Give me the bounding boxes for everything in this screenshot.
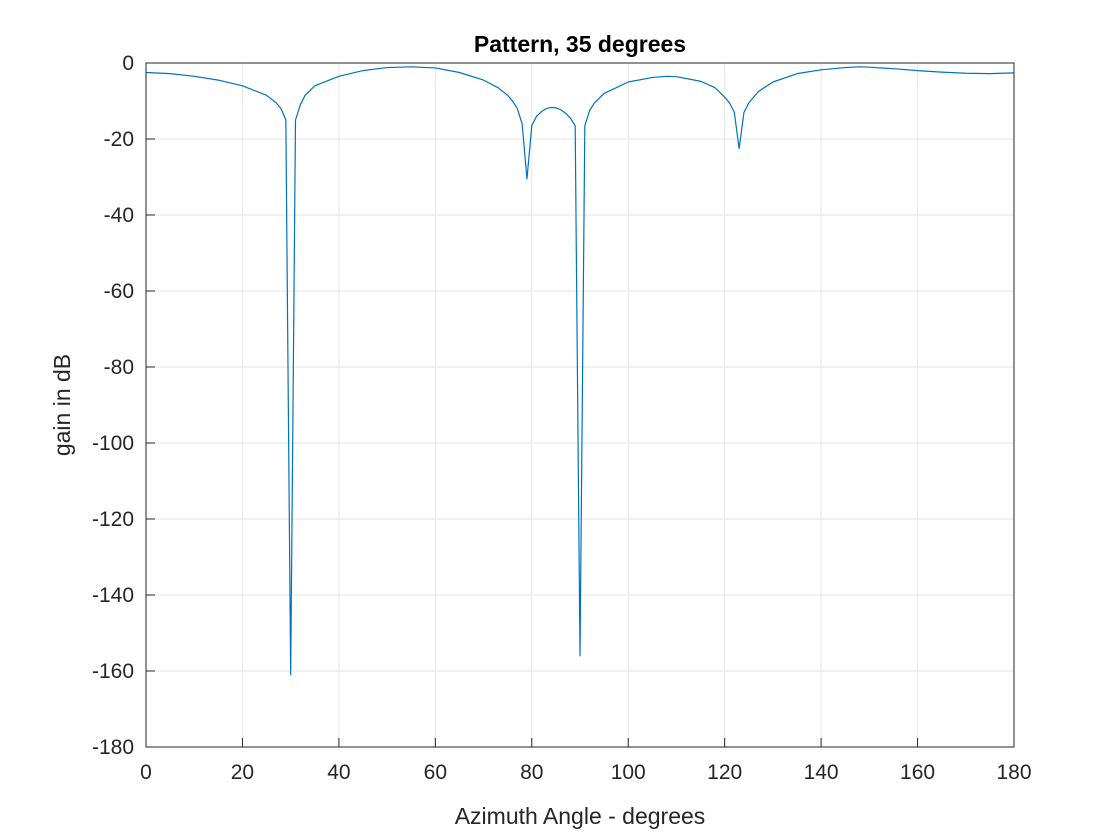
x-axis-title: Azimuth Angle - degrees <box>455 803 706 829</box>
y-tick-labels: 0 -20 -40 -60 -80 -100 -120 -140 -160 -180 <box>92 52 134 759</box>
x-tick-label: 60 <box>424 761 447 784</box>
y-tick-label: -100 <box>92 432 134 455</box>
y-axis-title: gain in dB <box>49 354 75 456</box>
y-tick-label: -140 <box>92 584 134 607</box>
x-tick-label: 140 <box>804 761 839 784</box>
x-tick-label: 100 <box>611 761 646 784</box>
x-tick-labels: 0 20 40 60 80 100 120 140 160 180 <box>140 761 1031 784</box>
chart-title: Pattern, 35 degrees <box>474 31 686 57</box>
x-tick-label: 80 <box>520 761 543 784</box>
axes-box <box>145 62 1015 748</box>
tick-marks <box>145 62 1015 748</box>
x-tick-label: 20 <box>231 761 254 784</box>
y-tick-label: -160 <box>92 660 134 683</box>
x-tick-label: 0 <box>140 761 152 784</box>
series-layer <box>145 66 1015 676</box>
y-tick-label: -60 <box>104 280 134 303</box>
y-tick-label: -20 <box>104 128 134 151</box>
y-tick-label: -80 <box>104 356 134 379</box>
y-tick-label: -180 <box>92 736 134 759</box>
gain-series-line <box>145 66 1015 676</box>
x-tick-label: 40 <box>327 761 350 784</box>
x-tick-label: 180 <box>996 761 1031 784</box>
x-tick-label: 160 <box>900 761 935 784</box>
y-tick-label: 0 <box>122 52 134 75</box>
x-tick-label: 120 <box>707 761 742 784</box>
y-tick-label: -40 <box>104 204 134 227</box>
y-tick-label: -120 <box>92 508 134 531</box>
